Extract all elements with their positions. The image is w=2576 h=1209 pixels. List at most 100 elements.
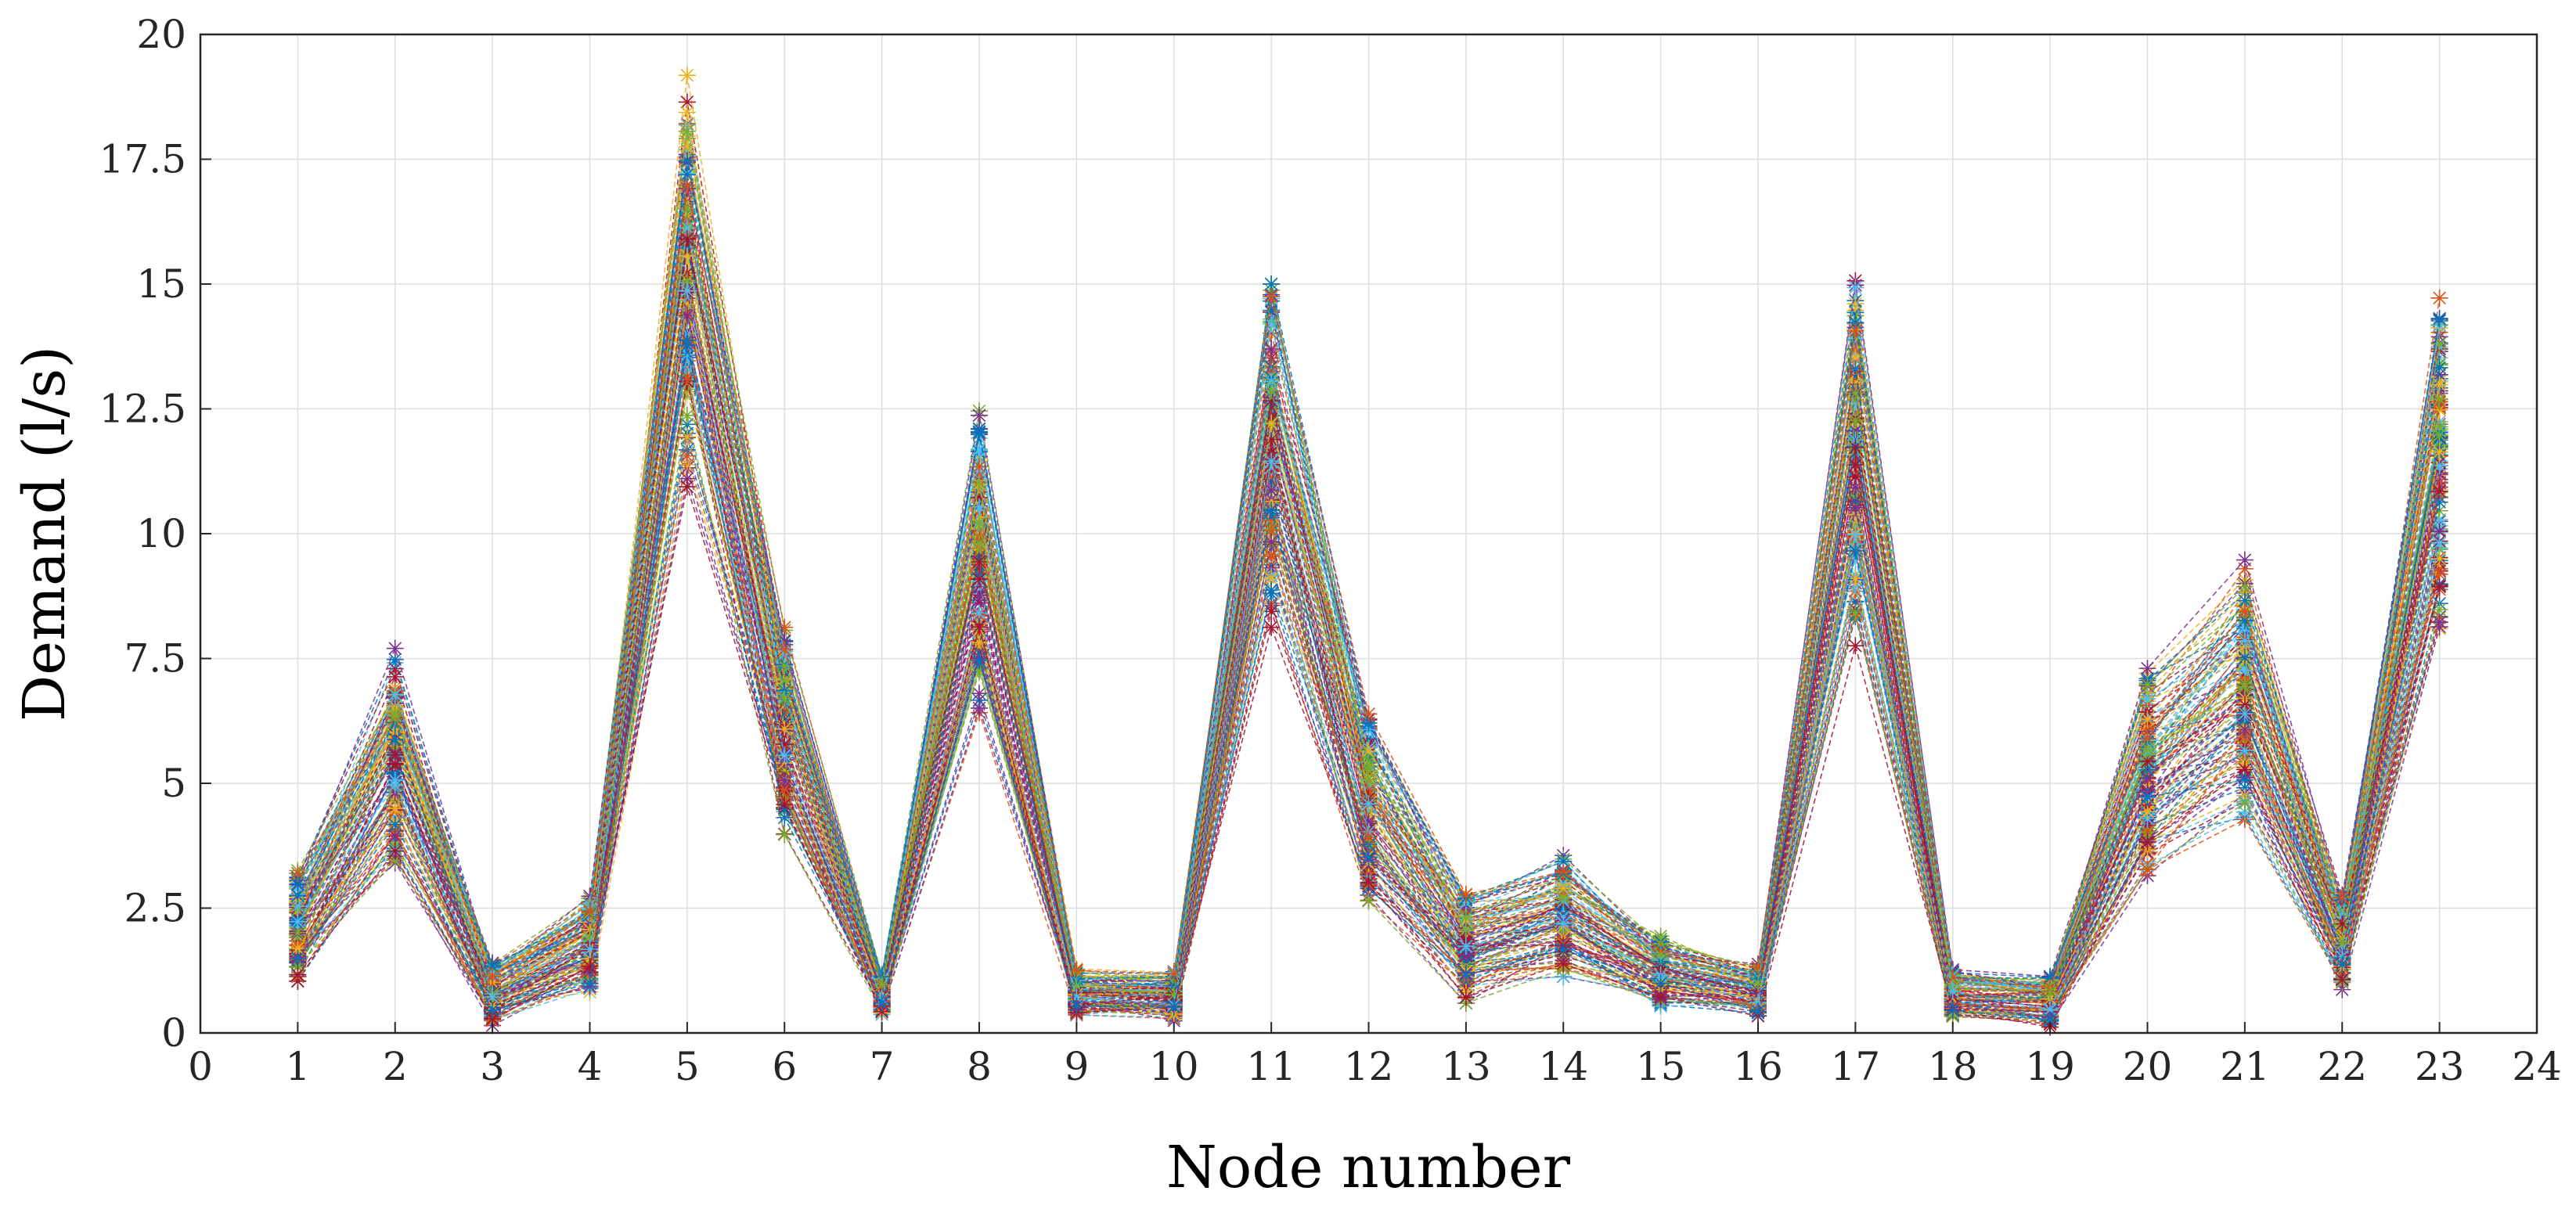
data-point — [1555, 941, 1573, 959]
x-tick-label: 21 — [2220, 1044, 2270, 1089]
data-point — [1360, 892, 1378, 910]
data-point — [1068, 962, 1086, 980]
data-point — [1263, 502, 1281, 520]
data-point — [971, 474, 988, 492]
data-point — [1846, 456, 1864, 474]
data-point — [1457, 988, 1475, 1006]
y-tick-label: 5 — [161, 761, 186, 806]
data-point — [581, 974, 599, 992]
data-point — [2430, 390, 2448, 408]
data-point — [386, 685, 404, 703]
data-point — [1944, 982, 1962, 1000]
series-line — [297, 391, 2441, 1017]
data-point — [1846, 438, 1864, 456]
data-point — [386, 776, 404, 794]
x-tick-label: 5 — [675, 1044, 700, 1089]
data-point — [1457, 937, 1475, 955]
data-point — [971, 424, 988, 442]
x-tick-label: 15 — [1636, 1044, 1686, 1089]
data-point — [1749, 1002, 1767, 1020]
data-point — [971, 553, 988, 571]
data-point — [386, 746, 404, 764]
x-tick-label: 19 — [2025, 1044, 2075, 1089]
data-point — [2430, 578, 2448, 596]
data-point — [1263, 288, 1281, 306]
x-tick-label: 18 — [1928, 1044, 1978, 1089]
data-point — [1555, 862, 1573, 880]
data-point — [678, 368, 696, 386]
data-point — [386, 815, 404, 833]
data-point — [678, 122, 696, 140]
data-point — [1846, 526, 1864, 544]
data-point — [2138, 861, 2156, 879]
data-point — [1263, 430, 1281, 448]
y-tick-label: 0 — [161, 1010, 186, 1056]
data-point — [678, 428, 696, 446]
data-point — [776, 689, 794, 707]
data-point — [1165, 998, 1183, 1016]
x-tick-label: 4 — [578, 1044, 603, 1089]
data-point — [289, 966, 307, 984]
data-point — [2236, 551, 2254, 569]
x-tick-label: 22 — [2317, 1044, 2367, 1089]
data-point — [2138, 739, 2156, 757]
data-point — [2430, 309, 2448, 327]
data-point — [971, 570, 988, 588]
data-point — [678, 282, 696, 300]
data-point — [776, 826, 794, 844]
data-point — [2236, 603, 2254, 621]
data-point — [971, 699, 988, 717]
data-point — [971, 514, 988, 532]
data-point — [2333, 889, 2351, 907]
x-tick-label: 2 — [383, 1044, 408, 1089]
data-point — [386, 800, 404, 818]
y-tick-label: 20 — [136, 12, 186, 57]
data-point — [1457, 966, 1475, 984]
data-point — [971, 441, 988, 459]
data-point — [289, 865, 307, 883]
data-point — [2430, 613, 2448, 631]
data-point — [2430, 335, 2448, 353]
data-point — [2138, 690, 2156, 708]
data-point — [2138, 660, 2156, 678]
x-tick-label: 12 — [1344, 1044, 1394, 1089]
data-point — [1555, 914, 1573, 932]
data-point — [1068, 997, 1086, 1015]
data-point — [1360, 705, 1378, 723]
data-point — [2430, 289, 2448, 307]
x-tick-label: 11 — [1246, 1044, 1296, 1089]
data-point — [1652, 974, 1670, 992]
y-tick-label: 10 — [136, 511, 186, 556]
y-tick-label: 7.5 — [124, 636, 186, 682]
data-point — [289, 912, 307, 930]
data-point — [1360, 771, 1378, 789]
data-point — [1360, 795, 1378, 813]
data-point — [971, 652, 988, 670]
data-point — [678, 103, 696, 121]
data-point — [1263, 452, 1281, 470]
y-tick-label: 12.5 — [99, 387, 186, 432]
x-tick-label: 10 — [1149, 1044, 1199, 1089]
y-tick-label: 2.5 — [124, 886, 186, 931]
data-point — [2236, 721, 2254, 739]
data-point — [1555, 889, 1573, 907]
data-point — [2041, 983, 2059, 1001]
x-tick-label: 0 — [188, 1044, 213, 1089]
data-point — [678, 477, 696, 495]
data-point — [581, 957, 599, 975]
y-tick-label: 17.5 — [99, 137, 186, 182]
x-tick-label: 7 — [870, 1044, 895, 1089]
data-point — [678, 336, 696, 354]
data-point — [2236, 794, 2254, 812]
data-point — [1846, 295, 1864, 313]
x-tick-label: 24 — [2512, 1044, 2562, 1089]
x-tick-label: 13 — [1441, 1044, 1491, 1089]
x-tick-label: 9 — [1064, 1044, 1089, 1089]
x-tick-label: 23 — [2415, 1044, 2465, 1089]
data-point — [2333, 971, 2351, 989]
x-tick-label: 16 — [1733, 1044, 1783, 1089]
data-point — [1846, 637, 1864, 655]
data-point — [1457, 886, 1475, 904]
data-point — [2236, 631, 2254, 649]
